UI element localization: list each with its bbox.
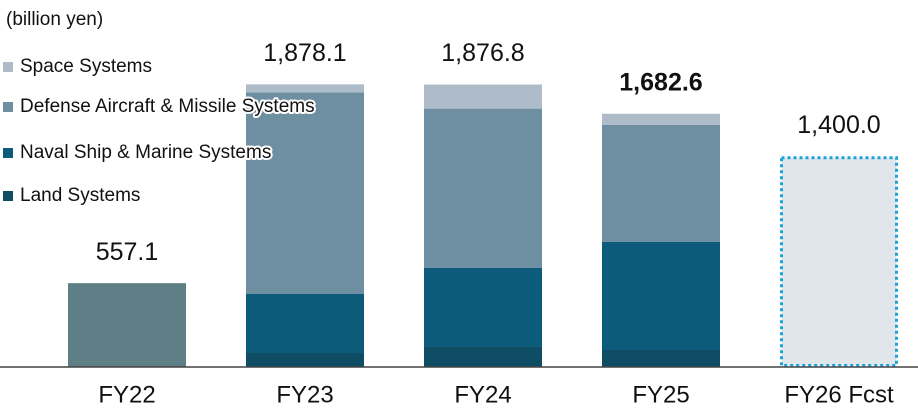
legend-label: Land Systems — [20, 185, 140, 206]
total-label: 1,876.8 — [441, 39, 524, 67]
x-tick-label: FY22 — [98, 381, 155, 408]
legend-label: Naval Ship & Marine Systems — [20, 142, 271, 163]
bar-segment — [602, 241, 720, 350]
total-label: 1,682.6 — [619, 68, 702, 96]
legend-swatch — [3, 102, 13, 112]
bar — [68, 283, 186, 367]
unit-label: (billion yen) — [6, 9, 103, 30]
total-label: 1,878.1 — [263, 39, 346, 67]
bar-segment — [602, 124, 720, 242]
legend-swatch — [3, 148, 13, 158]
bar-segment — [602, 113, 720, 125]
bar-segment — [424, 267, 542, 347]
x-tick-label: FY24 — [454, 381, 511, 408]
legend-label: Space Systems — [20, 56, 152, 77]
x-tick-label: FY23 — [276, 381, 333, 408]
x-tick-label: FY25 — [632, 381, 689, 408]
legend-label: Defense Aircraft & Missile Systems — [20, 96, 315, 117]
bar-segment — [424, 108, 542, 268]
bar-segment — [246, 92, 364, 295]
bar-segment — [246, 353, 364, 367]
legend-swatch — [3, 191, 13, 201]
x-tick-label: FY26 Fcst — [784, 381, 894, 408]
bar-segment — [424, 84, 542, 109]
bar-segment — [602, 349, 720, 367]
legend-swatch — [3, 62, 13, 72]
total-label: 557.1 — [96, 238, 159, 266]
bar-segment — [246, 84, 364, 93]
bar — [780, 156, 898, 367]
total-label: 1,400.0 — [797, 111, 880, 139]
bar-segment — [246, 294, 364, 354]
bar-segment — [424, 346, 542, 367]
